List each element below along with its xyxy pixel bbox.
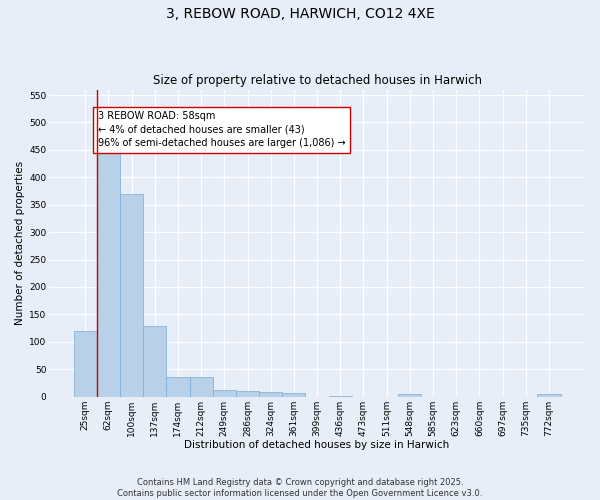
Text: 3 REBOW ROAD: 58sqm
← 4% of detached houses are smaller (43)
96% of semi-detache: 3 REBOW ROAD: 58sqm ← 4% of detached hou… bbox=[98, 112, 346, 148]
Bar bbox=[213, 390, 236, 396]
Bar bbox=[97, 147, 120, 396]
Title: Size of property relative to detached houses in Harwich: Size of property relative to detached ho… bbox=[152, 74, 482, 87]
Bar bbox=[143, 326, 166, 396]
Bar bbox=[538, 394, 560, 396]
Bar bbox=[190, 378, 213, 396]
Y-axis label: Number of detached properties: Number of detached properties bbox=[15, 161, 25, 325]
Bar bbox=[166, 378, 190, 396]
Bar bbox=[236, 391, 259, 396]
Bar bbox=[283, 394, 305, 396]
Bar bbox=[259, 392, 283, 396]
X-axis label: Distribution of detached houses by size in Harwich: Distribution of detached houses by size … bbox=[184, 440, 450, 450]
Bar bbox=[398, 394, 421, 396]
Text: 3, REBOW ROAD, HARWICH, CO12 4XE: 3, REBOW ROAD, HARWICH, CO12 4XE bbox=[166, 8, 434, 22]
Bar bbox=[120, 194, 143, 396]
Bar bbox=[74, 331, 97, 396]
Text: Contains HM Land Registry data © Crown copyright and database right 2025.
Contai: Contains HM Land Registry data © Crown c… bbox=[118, 478, 482, 498]
